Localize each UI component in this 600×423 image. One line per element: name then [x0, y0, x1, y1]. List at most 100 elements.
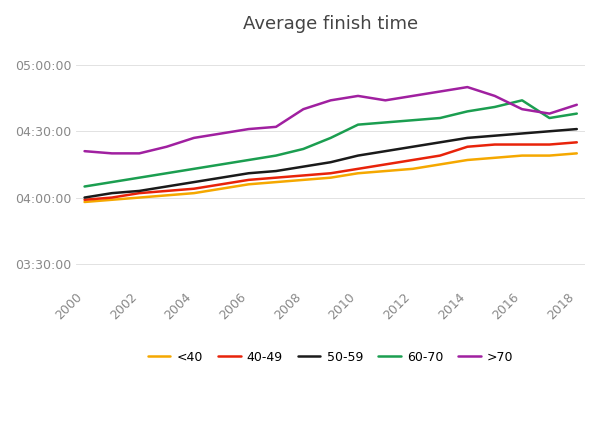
50-59 [382, 148, 389, 154]
<40 [518, 153, 526, 158]
<40 [300, 177, 307, 182]
40-49 [81, 197, 88, 202]
>70 [546, 111, 553, 116]
>70 [245, 126, 252, 132]
<40 [409, 166, 416, 171]
50-59 [464, 135, 471, 140]
50-59 [327, 159, 334, 165]
>70 [218, 131, 225, 136]
Line: 60-70: 60-70 [85, 100, 577, 187]
50-59 [518, 131, 526, 136]
40-49 [327, 171, 334, 176]
<40 [327, 175, 334, 180]
50-59 [81, 195, 88, 200]
<40 [218, 186, 225, 191]
40-49 [491, 142, 499, 147]
40-49 [163, 188, 170, 193]
60-70 [245, 157, 252, 162]
50-59 [300, 164, 307, 169]
Line: >70: >70 [85, 87, 577, 154]
>70 [355, 93, 362, 99]
Title: Average finish time: Average finish time [243, 15, 418, 33]
Line: <40: <40 [85, 154, 577, 202]
<40 [464, 157, 471, 162]
60-70 [136, 175, 143, 180]
<40 [81, 199, 88, 204]
40-49 [546, 142, 553, 147]
50-59 [409, 144, 416, 149]
>70 [81, 148, 88, 154]
40-49 [518, 142, 526, 147]
60-70 [436, 115, 443, 121]
>70 [190, 135, 197, 140]
60-70 [190, 166, 197, 171]
40-49 [409, 157, 416, 162]
40-49 [218, 182, 225, 187]
>70 [136, 151, 143, 156]
60-70 [464, 109, 471, 114]
40-49 [573, 140, 580, 145]
60-70 [546, 115, 553, 121]
<40 [136, 195, 143, 200]
>70 [464, 85, 471, 90]
50-59 [355, 153, 362, 158]
Line: 40-49: 40-49 [85, 142, 577, 200]
Line: 50-59: 50-59 [85, 129, 577, 198]
40-49 [272, 175, 280, 180]
60-70 [81, 184, 88, 189]
>70 [382, 98, 389, 103]
40-49 [382, 162, 389, 167]
<40 [546, 153, 553, 158]
>70 [409, 93, 416, 99]
>70 [163, 144, 170, 149]
40-49 [136, 191, 143, 196]
>70 [491, 93, 499, 99]
Legend: <40, 40-49, 50-59, 60-70, >70: <40, 40-49, 50-59, 60-70, >70 [143, 346, 518, 369]
50-59 [218, 175, 225, 180]
40-49 [436, 153, 443, 158]
60-70 [355, 122, 362, 127]
<40 [109, 197, 116, 202]
60-70 [573, 111, 580, 116]
50-59 [136, 188, 143, 193]
>70 [573, 102, 580, 107]
60-70 [163, 171, 170, 176]
40-49 [245, 177, 252, 182]
<40 [190, 191, 197, 196]
60-70 [382, 120, 389, 125]
50-59 [491, 133, 499, 138]
50-59 [546, 129, 553, 134]
60-70 [409, 118, 416, 123]
50-59 [109, 191, 116, 196]
60-70 [109, 179, 116, 184]
<40 [163, 193, 170, 198]
50-59 [190, 179, 197, 184]
<40 [272, 179, 280, 184]
>70 [272, 124, 280, 129]
<40 [436, 162, 443, 167]
50-59 [163, 184, 170, 189]
>70 [300, 107, 307, 112]
<40 [355, 171, 362, 176]
50-59 [573, 126, 580, 132]
>70 [109, 151, 116, 156]
<40 [491, 155, 499, 160]
60-70 [300, 146, 307, 151]
50-59 [272, 168, 280, 173]
60-70 [218, 162, 225, 167]
60-70 [327, 135, 334, 140]
>70 [436, 89, 443, 94]
60-70 [518, 98, 526, 103]
40-49 [464, 144, 471, 149]
60-70 [272, 153, 280, 158]
50-59 [436, 140, 443, 145]
40-49 [109, 195, 116, 200]
60-70 [491, 104, 499, 110]
<40 [573, 151, 580, 156]
50-59 [245, 171, 252, 176]
40-49 [355, 166, 362, 171]
>70 [518, 107, 526, 112]
>70 [327, 98, 334, 103]
40-49 [300, 173, 307, 178]
40-49 [190, 186, 197, 191]
